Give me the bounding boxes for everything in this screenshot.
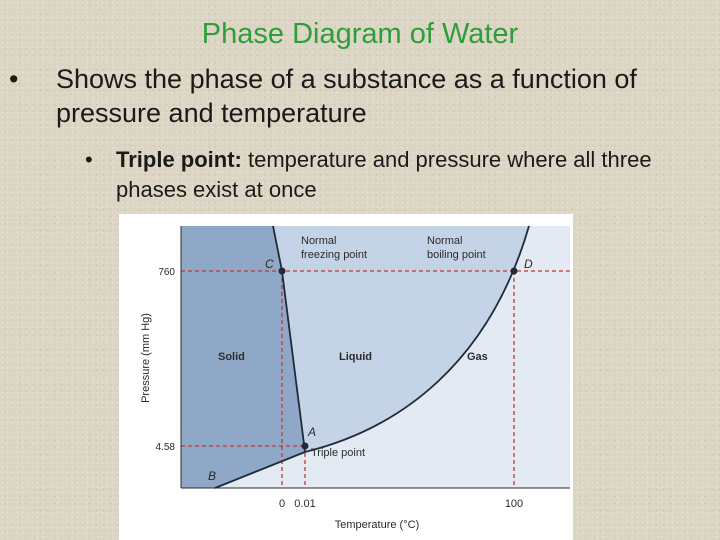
guide-lines [181,270,570,488]
bullet-dot: • [85,147,93,172]
point-c-marker [278,267,286,275]
region-liquid-label: Liquid [339,351,372,363]
solid-region [181,226,305,488]
x-tick-100: 100 [505,498,523,510]
y-tick-458: 4.58 [156,442,176,453]
phase-diagram: C D A B Normal freezing point Normal boi… [140,225,570,531]
bullet-1-text: Shows the phase of a substance as a func… [56,64,637,128]
point-b-label: B [208,469,216,483]
solid-gas-curve [214,451,306,489]
region-gas-label: Gas [467,351,488,363]
freezing-annotation-line2: freezing point [301,249,367,261]
point-d-marker [510,267,518,275]
bullet-2: • Triple point: temperature and pressure… [85,145,696,205]
point-a-marker [301,442,309,450]
freezing-annotation-line1: Normal [301,235,336,247]
triple-point-annotation: Triple point [311,447,365,459]
boiling-annotation-line2: boiling point [427,249,486,261]
bullet-2-bold: Triple point: [116,147,242,172]
boiling-annotation-line1: Normal [427,235,462,247]
region-solid-label: Solid [218,351,245,363]
point-a-label: A [307,425,316,439]
y-axis-title: Pressure (mm Hg) [140,313,152,403]
x-tick-001: 0.01 [294,498,315,510]
x-tick-0: 0 [279,498,285,510]
bullet-dot: • [9,64,19,94]
point-c-label: C [265,257,274,271]
x-axis-title: Temperature (°C) [335,519,419,531]
bullet-2-text: temperature and pressure where all three… [116,147,652,202]
point-d-label: D [524,257,533,271]
bullet-1: • Shows the phase of a substance as a fu… [9,62,696,130]
y-tick-760: 760 [158,267,175,278]
phase-diagram-figure: C D A B Normal freezing point Normal boi… [119,214,573,540]
liquid-gas-curve [304,225,530,453]
slide-title: Phase Diagram of Water [201,18,519,50]
